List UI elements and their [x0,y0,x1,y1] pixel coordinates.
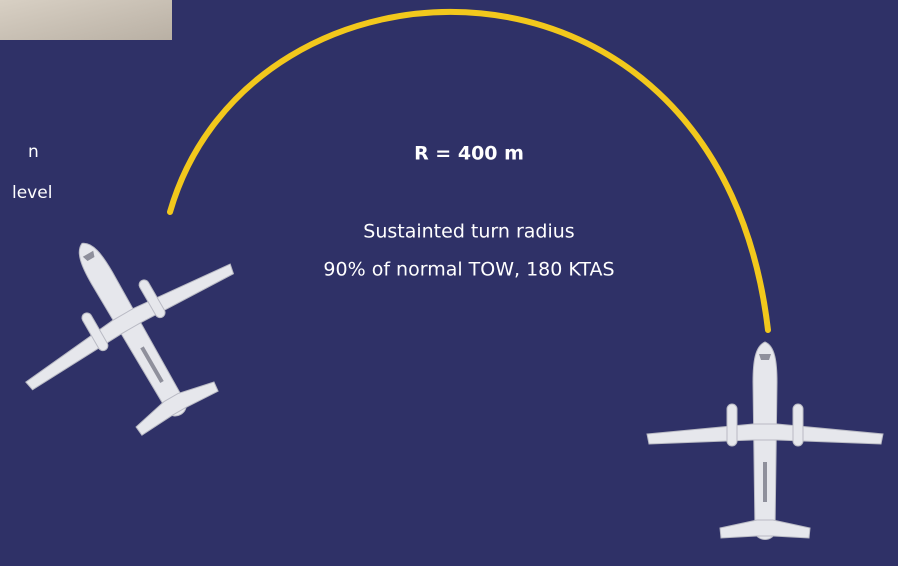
cut-text: n [28,142,39,162]
cut-text: level [12,183,52,203]
airplane-start [0,184,283,473]
scene: n level R = 400 m Sustainted turn radius… [0,0,898,566]
turn-arc [170,12,768,330]
radius-label: R = 400 m [414,143,524,165]
caption: 90% of normal TOW, 180 KTAS [323,259,614,281]
caption: Sustainted turn radius [363,221,574,243]
airplane-end [647,342,883,540]
photo-fragment [0,0,172,40]
